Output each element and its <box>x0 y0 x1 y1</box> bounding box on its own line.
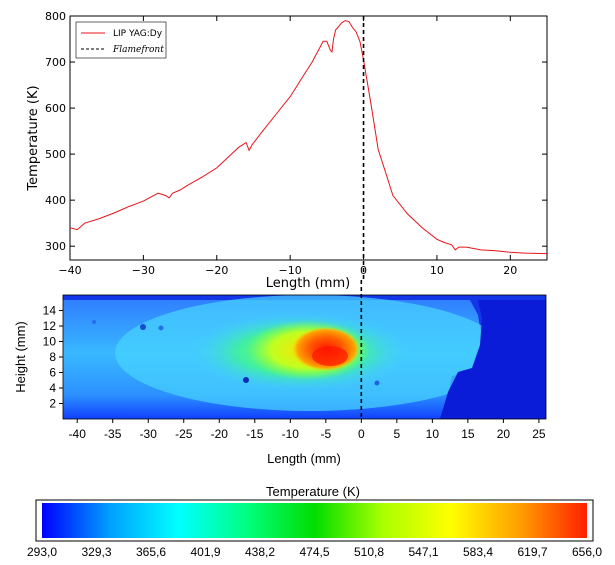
upper-y-tick-label: 400 <box>45 194 66 207</box>
legend-box <box>75 21 167 59</box>
heatmap-y-tick-label: 10 <box>43 335 57 349</box>
upper-y-ticks: 300 400 500 600 700 800 <box>45 10 547 253</box>
heatmap-image <box>63 295 546 419</box>
heatmap-x-tick-label: 10 <box>426 427 440 441</box>
upper-x-tick-label: −30 <box>132 264 155 277</box>
legend: LIP YAG:Dy Flamefront <box>75 21 167 59</box>
upper-y-tick-label: 500 <box>45 148 66 161</box>
upper-x-tick-label: −10 <box>279 264 302 277</box>
legend-label-flamefront: Flamefront <box>112 45 164 55</box>
heatmap-x-tick-label: -25 <box>175 427 193 441</box>
upper-x-tick-label: −20 <box>205 264 228 277</box>
colorbar-tick-438-2: 438,2 <box>245 545 275 559</box>
colorbar-tick-365-6: 365,6 <box>136 545 166 559</box>
heatmap-x-ticks: -40 -35 -30 -25 -20 -15 -10 -5 0 5 10 15 20 25 <box>69 419 546 441</box>
legend-label-lip-yag-dy: LIP YAG:Dy <box>113 29 163 39</box>
upper-y-tick-label: 800 <box>45 10 66 23</box>
heatmap-x-tick-label: -35 <box>104 427 122 441</box>
heatmap-y-tick-label: 6 <box>49 366 56 380</box>
upper-x-axis-title: Length (mm) <box>266 276 350 291</box>
heatmap-x-tick-label: -40 <box>69 427 87 441</box>
heatmap-x-tick-label: -10 <box>282 427 300 441</box>
series-line-lip-yag-dy <box>70 20 547 255</box>
colorbar-tick-labels: 293,0 329,3 365,6 401,9 438,2 474,5 510,8 547,1… <box>27 545 602 559</box>
heatmap-x-tick-label: 5 <box>393 427 400 441</box>
colorbar-title: Temperature (K) <box>266 484 360 499</box>
heatmap-x-tick-label: -15 <box>246 427 264 441</box>
heatmap-y-tick-label: 2 <box>49 397 56 411</box>
colorbar-tick-583-4: 583,4 <box>463 545 493 559</box>
heatmap-y-tick-label: 14 <box>43 304 57 318</box>
heatmap-y-tick-label: 8 <box>49 350 56 364</box>
heatmap-x-axis-title: Length (mm) <box>267 451 341 466</box>
upper-plot-frame <box>69 15 548 261</box>
upper-x-tick-label: 20 <box>503 264 517 277</box>
heatmap-x-tick-label: 15 <box>461 427 475 441</box>
colorbar-tick-474-5: 474,5 <box>299 545 329 559</box>
heatmap-x-tick-label: 20 <box>497 427 511 441</box>
temperature-heatmap: -40 -35 -30 -25 -20 -15 -10 -5 0 5 10 15 20 25 246810… <box>13 280 547 466</box>
colorbar: Temperature (K) 293,0 329,3 365,6 401,9 438,… <box>27 484 602 559</box>
colorbar-tick-329-3: 329,3 <box>81 545 111 559</box>
colorbar-tick-510-8: 510,8 <box>354 545 384 559</box>
heatmap-x-tick-label: -20 <box>211 427 229 441</box>
heatmap-x-tick-label: -5 <box>320 427 331 441</box>
upper-x-tick-label: −40 <box>58 264 81 277</box>
heatmap-y-tick-label: 12 <box>43 319 57 333</box>
upper-y-tick-label: 300 <box>45 240 66 253</box>
upper-y-tick-label: 700 <box>45 56 66 69</box>
colorbar-tick-619-7: 619,7 <box>517 545 547 559</box>
colorbar-gradient <box>42 503 587 538</box>
heatmap-x-tick-label: 0 <box>358 427 365 441</box>
heatmap-x-tick-label: -30 <box>140 427 158 441</box>
colorbar-tick-547-1: 547,1 <box>408 545 438 559</box>
heatmap-y-tick-label: 4 <box>49 381 56 395</box>
upper-x-tick-label: 10 <box>430 264 444 277</box>
colorbar-tick-401-9: 401,9 <box>190 545 220 559</box>
colorbar-frame <box>35 499 594 542</box>
colorbar-tick-656-0: 656,0 <box>572 545 602 559</box>
heatmap-x-tick-label: 25 <box>532 427 546 441</box>
upper-y-axis-title: Temperature (K) <box>26 85 41 191</box>
heatmap-y-axis-title: Height (mm) <box>13 321 28 393</box>
upper-y-tick-label: 600 <box>45 102 66 115</box>
colorbar-tick-293-0: 293,0 <box>27 545 57 559</box>
